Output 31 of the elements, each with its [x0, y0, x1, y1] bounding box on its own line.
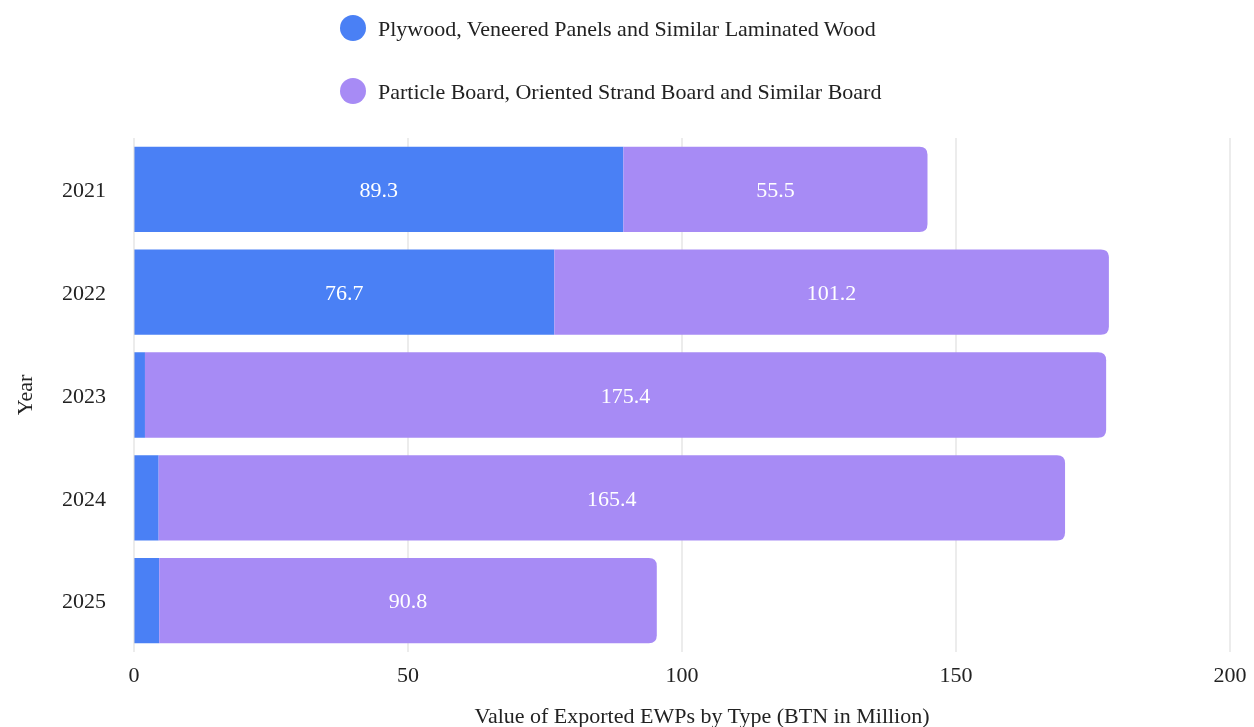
data-label: 175.4	[600, 382, 651, 408]
data-label: 89.3	[359, 177, 398, 203]
x-tick-label: 200	[1213, 662, 1247, 687]
data-label: 55.5	[756, 177, 795, 203]
legend-label: Particle Board, Oriented Strand Board and Similar Board	[378, 78, 882, 104]
bar	[159, 557, 657, 644]
bar	[623, 146, 928, 233]
x-tick-label: 50	[397, 662, 419, 687]
y-tick-label: 2023	[62, 382, 106, 408]
bar	[554, 249, 1109, 335]
bar	[134, 249, 555, 335]
bar	[134, 352, 145, 438]
data-label: 165.4	[587, 485, 637, 511]
bar	[158, 455, 1066, 541]
data-label: 101.2	[806, 279, 857, 305]
x-axis-title: Value of Exported EWPs by Type (BTN in Million)	[474, 703, 930, 727]
x-tick-label: 0	[128, 662, 140, 687]
bar	[134, 146, 624, 233]
legend-label: Plywood, Veneered Panels and Similar Laminated Wood	[378, 15, 876, 41]
x-tick-label: 100	[665, 662, 699, 687]
y-tick-label: 2021	[62, 177, 106, 203]
data-label: 76.7	[324, 279, 364, 305]
y-tick-label: 2024	[62, 485, 106, 511]
y-tick-label: 2022	[62, 279, 106, 305]
y-axis-title: Year	[12, 374, 37, 416]
bar	[144, 352, 1107, 438]
bar	[134, 455, 159, 541]
bar	[134, 557, 160, 644]
y-tick-label: 2025	[62, 588, 106, 614]
data-label: 90.8	[388, 588, 428, 614]
x-tick-label: 150	[939, 662, 973, 687]
